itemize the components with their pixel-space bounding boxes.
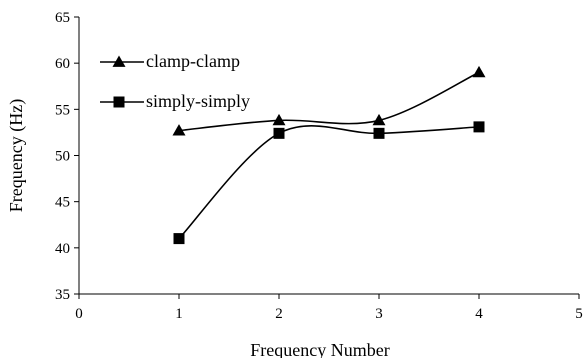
y-tick-label: 65 (55, 10, 70, 26)
y-axis-ticks: 35 40 45 50 55 60 65 (55, 10, 79, 303)
y-tick-label: 55 (55, 102, 70, 118)
y-tick-label: 50 (55, 149, 70, 165)
x-tick-label: 0 (75, 306, 83, 322)
series-layer (172, 65, 486, 245)
series-line (178, 71, 480, 132)
x-tick-label: 1 (175, 306, 183, 322)
y-tick-label: 40 (55, 241, 70, 257)
legend-label: simply-simply (146, 91, 250, 111)
legend-label: clamp-clamp (146, 51, 240, 71)
y-tick-label: 45 (55, 195, 70, 211)
y-tick-label: 60 (55, 56, 70, 72)
series-clamp-clamp (172, 65, 486, 136)
series-line (178, 125, 480, 240)
series-simply-simply (173, 121, 485, 245)
data-point (272, 113, 286, 126)
data-point (473, 121, 485, 133)
legend-item: simply-simply (100, 91, 250, 111)
legend-item: clamp-clamp (100, 51, 240, 71)
data-point (373, 127, 385, 139)
data-point (173, 233, 185, 245)
x-axis-title: Frequency Number (250, 340, 389, 358)
x-tick-label: 4 (475, 306, 483, 322)
data-point (372, 113, 386, 126)
data-point (172, 124, 186, 136)
y-tick-label: 35 (55, 287, 70, 303)
x-axis-ticks: 0 1 2 3 4 5 (75, 294, 583, 322)
legend: clamp-clamp simply-simply (100, 51, 250, 111)
x-tick-label: 5 (575, 306, 583, 322)
data-point (273, 127, 285, 139)
x-tick-label: 3 (375, 306, 383, 322)
legend-marker (113, 96, 125, 108)
y-axis-title: Frequency (Hz) (6, 99, 27, 212)
data-point (472, 65, 486, 78)
x-tick-label: 2 (275, 306, 283, 322)
legend-marker (112, 55, 126, 67)
